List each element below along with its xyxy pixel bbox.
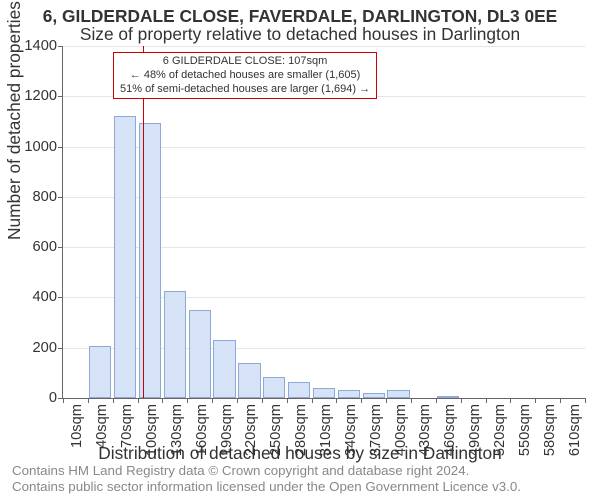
x-tick-mark [287, 398, 288, 403]
x-tick-mark [113, 398, 114, 403]
y-tick-label: 0 [49, 390, 57, 406]
x-tick-mark [312, 398, 313, 403]
y-tick-label: 800 [33, 189, 57, 205]
histogram-bar [263, 377, 285, 398]
x-tick-mark [560, 398, 561, 403]
y-tick-label: 400 [33, 289, 57, 305]
y-tick-mark [58, 147, 63, 148]
y-tick-mark [58, 297, 63, 298]
x-tick-mark [461, 398, 462, 403]
x-tick-label: 40sqm [94, 404, 110, 448]
x-tick-mark [361, 398, 362, 403]
x-tick-mark [411, 398, 412, 403]
y-tick-mark [58, 348, 63, 349]
histogram-bar [387, 390, 409, 398]
histogram-bar [238, 363, 260, 398]
x-tick-mark [237, 398, 238, 403]
x-axis-label: Distribution of detached houses by size … [0, 443, 600, 464]
y-tick-mark [58, 46, 63, 47]
x-tick-mark [88, 398, 89, 403]
histogram-bar [437, 396, 459, 399]
x-tick-label: 70sqm [119, 404, 135, 448]
y-tick-mark [58, 96, 63, 97]
y-tick-label: 600 [33, 239, 57, 255]
histogram-bar [89, 346, 111, 398]
histogram-bar [139, 123, 161, 398]
y-tick-label: 200 [33, 340, 57, 356]
x-tick-mark [162, 398, 163, 403]
histogram-bar [213, 340, 235, 398]
x-tick-mark [187, 398, 188, 403]
x-tick-mark [386, 398, 387, 403]
y-tick-label: 1000 [24, 139, 57, 155]
info-box-line-1: ← 48% of detached houses are smaller (1,… [120, 69, 370, 83]
property-info-box: 6 GILDERDALE CLOSE: 107sqm← 48% of detac… [113, 52, 377, 99]
histogram-bar [313, 388, 335, 398]
x-tick-label: 10sqm [69, 404, 85, 448]
x-tick-mark [262, 398, 263, 403]
y-axis-label: Number of detached properties [4, 1, 25, 240]
histogram-bar [114, 116, 136, 398]
credits: Contains HM Land Registry data © Crown c… [12, 463, 521, 496]
x-tick-mark [535, 398, 536, 403]
info-box-line-0: 6 GILDERDALE CLOSE: 107sqm [120, 55, 370, 69]
credits-line1: Contains HM Land Registry data © Crown c… [12, 463, 521, 480]
x-tick-mark [138, 398, 139, 403]
y-tick-mark [58, 197, 63, 198]
x-tick-mark [510, 398, 511, 403]
x-tick-mark [585, 398, 586, 403]
y-tick-mark [58, 247, 63, 248]
x-tick-mark [336, 398, 337, 403]
x-tick-mark [212, 398, 213, 403]
x-tick-mark [63, 398, 64, 403]
histogram-bar [363, 393, 385, 398]
info-box-line-2: 51% of semi-detached houses are larger (… [120, 83, 370, 97]
histogram-bar [338, 390, 360, 398]
x-tick-mark [436, 398, 437, 403]
chart-plot-area: 020040060080010001200140010sqm40sqm70sqm… [62, 46, 585, 399]
y-gridline [63, 46, 585, 47]
x-tick-mark [486, 398, 487, 403]
histogram-bar [288, 382, 310, 398]
histogram-bar [164, 291, 186, 398]
y-tick-label: 1200 [24, 88, 57, 104]
y-tick-label: 1400 [24, 38, 57, 54]
page-subtitle: Size of property relative to detached ho… [0, 24, 600, 45]
credits-line2: Contains public sector information licen… [12, 479, 521, 496]
histogram-bar [189, 310, 211, 398]
